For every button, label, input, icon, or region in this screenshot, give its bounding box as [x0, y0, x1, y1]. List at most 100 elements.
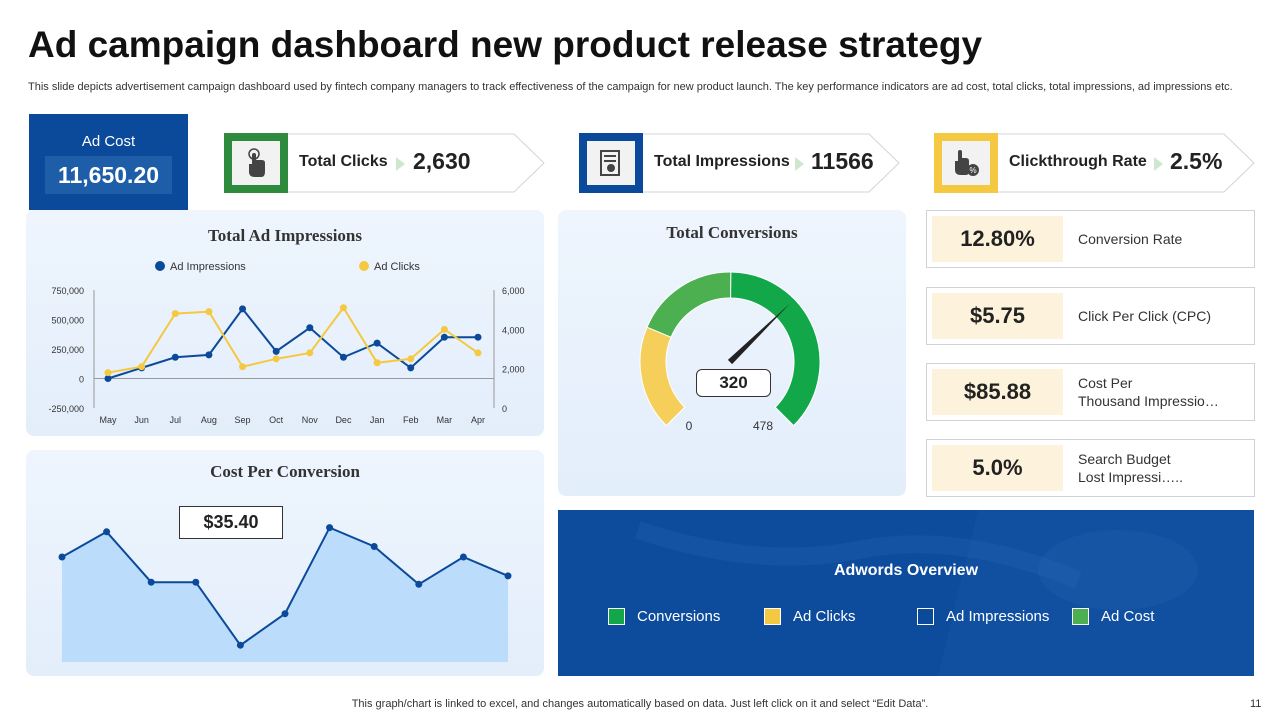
page-subtitle: This slide depicts advertisement campaig… — [28, 81, 1233, 93]
gauge-value-box: 320 — [696, 369, 771, 397]
kpi-icon-frame — [579, 133, 643, 193]
data-point — [103, 528, 111, 536]
page-number: 11 — [1250, 698, 1262, 710]
ad-cost-label: Ad Cost — [81, 133, 136, 150]
y-right-tick-label: 0 — [502, 404, 507, 414]
cost-annotation: $35.40 — [179, 506, 283, 539]
x-tick-label: Dec — [335, 415, 352, 425]
data-point — [239, 363, 247, 371]
x-tick-label: May — [99, 415, 117, 425]
kpi-value: 2.5% — [1170, 148, 1223, 174]
data-point — [104, 375, 112, 382]
data-point — [138, 363, 146, 371]
kpi-pointer — [1154, 157, 1163, 171]
data-point — [272, 355, 280, 363]
metric-label-line: Search Budget — [1078, 451, 1171, 467]
kpi-total-impressions: Total Impressions 11566 — [579, 133, 901, 193]
kpi-icon-frame: % — [934, 133, 998, 193]
y-right-tick-label: 6,000 — [502, 286, 525, 296]
gauge-band — [730, 271, 821, 427]
x-tick-label: Nov — [302, 415, 319, 425]
legend-ad-impressions: Ad Impressions — [170, 261, 246, 273]
kpi-label: Total Impressions — [654, 153, 790, 170]
data-point — [373, 359, 381, 367]
adwords-overview-panel: Adwords Overview Conversions Ad Clicks A… — [558, 510, 1254, 676]
y-left-tick-label: -250,000 — [48, 404, 84, 414]
ad-cost-value: 11,650.20 — [45, 156, 172, 194]
data-point — [239, 305, 247, 313]
y-left-tick-label: 0 — [79, 375, 84, 385]
metric-cpc: $5.75 Click Per Click (CPC) — [926, 287, 1255, 345]
data-point — [281, 610, 289, 618]
total-conversions-panel: Total Conversions 0 478 320 — [558, 210, 906, 496]
area-fill — [62, 527, 508, 662]
data-point — [192, 578, 200, 586]
chart-title: Total Conversions — [666, 223, 798, 242]
metric-label: Cost Per Thousand Impressio… — [1078, 364, 1248, 420]
data-point — [205, 308, 213, 316]
kpi-pointer — [795, 157, 804, 171]
data-point — [306, 349, 314, 357]
kpi-value: 2,630 — [413, 148, 471, 174]
overview-legend-ad-impressions: Ad Impressions — [917, 608, 1049, 625]
kpi-total-clicks: Total Clicks 2,630 — [224, 133, 546, 193]
data-point — [58, 553, 66, 561]
series-line-ad-clicks — [107, 305, 479, 374]
metric-label: Click Per Click (CPC) — [1078, 308, 1211, 324]
metric-search-budget: 5.0% Search Budget Lost Impressi….. — [926, 439, 1255, 497]
data-point — [415, 580, 423, 588]
legend-swatch — [1072, 608, 1089, 625]
metric-label-line: Lost Impressi….. — [1078, 469, 1184, 485]
data-point — [440, 325, 448, 333]
click-percent-icon: % — [942, 141, 990, 185]
overview-background-art — [635, 510, 1254, 676]
x-tick-label: Jul — [170, 415, 182, 425]
legend-ad-clicks: Ad Clicks — [374, 261, 420, 273]
x-tick-label: Jun — [134, 415, 149, 425]
ad-cost-card: Ad Cost 11,650.20 — [29, 114, 188, 210]
x-tick-label: Jan — [370, 415, 385, 425]
metric-label: Conversion Rate — [1078, 231, 1183, 247]
gauge-band — [639, 326, 686, 427]
data-point — [474, 349, 482, 357]
data-point — [504, 572, 512, 580]
x-tick-label: Sep — [235, 415, 251, 425]
metric-value: 12.80% — [932, 216, 1063, 262]
overview-legend-conversions: Conversions — [608, 608, 720, 625]
kpi-icon-frame — [224, 133, 288, 193]
footer-note: This graph/chart is linked to excel, and… — [351, 698, 929, 710]
data-point — [474, 333, 482, 341]
data-point — [459, 553, 467, 561]
cost-per-conversion-chart — [58, 524, 512, 662]
legend-swatch — [917, 608, 934, 625]
data-point — [339, 304, 347, 312]
metric-value: $85.88 — [932, 369, 1063, 415]
kpi-label: Clickthrough Rate — [1009, 153, 1147, 170]
y-right-tick-label: 2,000 — [502, 365, 525, 375]
kpi-pointer — [396, 157, 405, 171]
y-left-tick-label: 500,000 — [51, 316, 84, 326]
data-point — [272, 347, 280, 355]
legend-label: Ad Cost — [1101, 608, 1155, 625]
legend-label: Conversions — [637, 608, 721, 625]
gauge-max-label: 478 — [753, 419, 773, 433]
ad-impressions-panel: Total Ad Impressions 750,000 500,000 250,0… — [26, 210, 544, 436]
chart-title: Total Ad Impressions — [208, 226, 362, 245]
x-tick-label: Aug — [201, 415, 217, 425]
overview-legend-ad-clicks: Ad Clicks — [764, 608, 856, 625]
chart-title: Cost Per Conversion — [210, 462, 360, 481]
document-icon — [587, 141, 635, 185]
metric-conversion-rate: 12.80% Conversion Rate — [926, 210, 1255, 268]
y-left-tick-label: 250,000 — [51, 345, 84, 355]
metric-value: $5.75 — [932, 293, 1063, 339]
legend-label: Ad Impressions — [946, 608, 1050, 625]
legend-marker-ad-clicks — [359, 261, 369, 271]
svg-text:%: % — [969, 166, 976, 175]
data-point — [171, 353, 179, 361]
data-point — [104, 369, 112, 377]
metric-label: Search Budget Lost Impressi….. — [1078, 440, 1248, 496]
data-point — [205, 351, 213, 359]
legend-swatch — [764, 608, 781, 625]
data-point — [373, 339, 381, 347]
gauge-min-label: 0 — [686, 419, 693, 433]
